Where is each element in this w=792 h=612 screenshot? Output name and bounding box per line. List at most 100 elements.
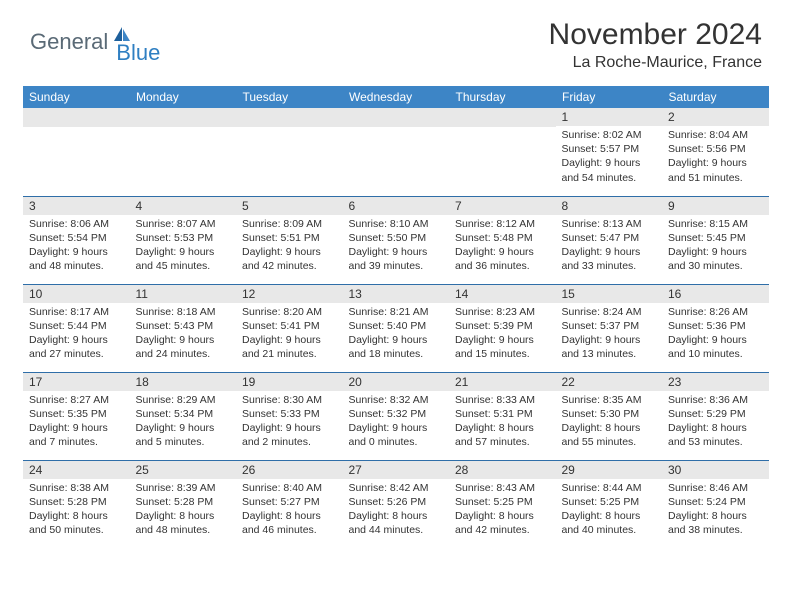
day-details: Sunrise: 8:12 AMSunset: 5:48 PMDaylight:…: [449, 215, 556, 276]
daylight-line: Daylight: 8 hours and 55 minutes.: [562, 421, 657, 449]
calendar-cell: 14Sunrise: 8:23 AMSunset: 5:39 PMDayligh…: [449, 284, 556, 372]
sunset-line: Sunset: 5:29 PM: [668, 407, 763, 421]
day-details: Sunrise: 8:29 AMSunset: 5:34 PMDaylight:…: [130, 391, 237, 452]
day-number: 9: [662, 197, 769, 215]
calendar-cell: 3Sunrise: 8:06 AMSunset: 5:54 PMDaylight…: [23, 196, 130, 284]
day-details: Sunrise: 8:07 AMSunset: 5:53 PMDaylight:…: [130, 215, 237, 276]
day-details: Sunrise: 8:30 AMSunset: 5:33 PMDaylight:…: [236, 391, 343, 452]
day-details: Sunrise: 8:20 AMSunset: 5:41 PMDaylight:…: [236, 303, 343, 364]
day-details: Sunrise: 8:46 AMSunset: 5:24 PMDaylight:…: [662, 479, 769, 540]
sunset-line: Sunset: 5:45 PM: [668, 231, 763, 245]
calendar-cell: 12Sunrise: 8:20 AMSunset: 5:41 PMDayligh…: [236, 284, 343, 372]
logo-text-right: Blue: [116, 40, 160, 66]
calendar-cell: [23, 108, 130, 196]
col-friday: Friday: [556, 86, 663, 108]
day-details: Sunrise: 8:36 AMSunset: 5:29 PMDaylight:…: [662, 391, 769, 452]
calendar-cell: 27 Sunrise: 8:42 AMSunset: 5:26 PMDayligh…: [343, 460, 450, 548]
daylight-line: Daylight: 8 hours and 53 minutes.: [668, 421, 763, 449]
calendar-cell: [449, 108, 556, 196]
empty-day-bar: [130, 108, 237, 127]
sunset-line: Sunset: 5:43 PM: [136, 319, 231, 333]
sunset-line: Sunset: 5:41 PM: [242, 319, 337, 333]
day-number: 14: [449, 285, 556, 303]
day-number: 4: [130, 197, 237, 215]
calendar-cell: 7Sunrise: 8:12 AMSunset: 5:48 PMDaylight…: [449, 196, 556, 284]
day-details: Sunrise: 8:26 AMSunset: 5:36 PMDaylight:…: [662, 303, 769, 364]
calendar-cell: 28Sunrise: 8:43 AMSunset: 5:25 PMDayligh…: [449, 460, 556, 548]
sunrise-line: Sunrise: 8:10 AM: [349, 217, 444, 231]
daylight-line: Daylight: 9 hours and 13 minutes.: [562, 333, 657, 361]
day-details: Sunrise: 8:43 AMSunset: 5:25 PMDaylight:…: [449, 479, 556, 540]
sunrise-line: Sunrise: 8:35 AM: [562, 393, 657, 407]
day-number: 12: [236, 285, 343, 303]
day-details: Sunrise: 8:24 AMSunset: 5:37 PMDaylight:…: [556, 303, 663, 364]
sunrise-line: Sunrise: 8:46 AM: [668, 481, 763, 495]
daylight-line: Daylight: 9 hours and 21 minutes.: [242, 333, 337, 361]
calendar-cell: 20Sunrise: 8:32 AMSunset: 5:32 PMDayligh…: [343, 372, 450, 460]
sunset-line: Sunset: 5:32 PM: [349, 407, 444, 421]
sunrise-line: Sunrise: 8:06 AM: [29, 217, 124, 231]
daylight-line: Daylight: 9 hours and 5 minutes.: [136, 421, 231, 449]
daylight-line: Daylight: 9 hours and 48 minutes.: [29, 245, 124, 273]
daylight-line: Daylight: 8 hours and 40 minutes.: [562, 509, 657, 537]
day-number: 27: [343, 461, 450, 479]
day-number: 3: [23, 197, 130, 215]
day-details: Sunrise: 8:02 AMSunset: 5:57 PMDaylight:…: [556, 126, 663, 187]
sunset-line: Sunset: 5:39 PM: [455, 319, 550, 333]
sunset-line: Sunset: 5:26 PM: [349, 495, 444, 509]
day-number: 7: [449, 197, 556, 215]
day-details: Sunrise: 8:06 AMSunset: 5:54 PMDaylight:…: [23, 215, 130, 276]
daylight-line: Daylight: 9 hours and 45 minutes.: [136, 245, 231, 273]
sunrise-line: Sunrise: 8:12 AM: [455, 217, 550, 231]
sunrise-line: Sunrise: 8:39 AM: [136, 481, 231, 495]
day-number: 8: [556, 197, 663, 215]
daylight-line: Daylight: 8 hours and 42 minutes.: [455, 509, 550, 537]
day-details: Sunrise: 8:10 AMSunset: 5:50 PMDaylight:…: [343, 215, 450, 276]
daylight-line: Daylight: 8 hours and 44 minutes.: [349, 509, 444, 537]
day-details: Sunrise: 8:40 AMSunset: 5:27 PMDaylight:…: [236, 479, 343, 540]
daylight-line: Daylight: 9 hours and 36 minutes.: [455, 245, 550, 273]
calendar-cell: 30Sunrise: 8:46 AMSunset: 5:24 PMDayligh…: [662, 460, 769, 548]
daylight-line: Daylight: 9 hours and 42 minutes.: [242, 245, 337, 273]
day-details: Sunrise: 8:39 AMSunset: 5:28 PMDaylight:…: [130, 479, 237, 540]
location-text: La Roche-Maurice, France: [549, 54, 762, 72]
sunset-line: Sunset: 5:44 PM: [29, 319, 124, 333]
col-tuesday: Tuesday: [236, 86, 343, 108]
day-number: 20: [343, 373, 450, 391]
sunrise-line: Sunrise: 8:40 AM: [242, 481, 337, 495]
empty-day-bar: [23, 108, 130, 127]
calendar-cell: 5Sunrise: 8:09 AMSunset: 5:51 PMDaylight…: [236, 196, 343, 284]
sunset-line: Sunset: 5:30 PM: [562, 407, 657, 421]
day-details: Sunrise: 8:33 AMSunset: 5:31 PMDaylight:…: [449, 391, 556, 452]
weekday-header-row: Sunday Monday Tuesday Wednesday Thursday…: [23, 86, 769, 108]
calendar-cell: 10Sunrise: 8:17 AMSunset: 5:44 PMDayligh…: [23, 284, 130, 372]
sunset-line: Sunset: 5:57 PM: [562, 142, 657, 156]
calendar-cell: 9Sunrise: 8:15 AMSunset: 5:45 PMDaylight…: [662, 196, 769, 284]
day-number: 11: [130, 285, 237, 303]
sunset-line: Sunset: 5:36 PM: [668, 319, 763, 333]
day-details: Sunrise: 8:18 AMSunset: 5:43 PMDaylight:…: [130, 303, 237, 364]
daylight-line: Daylight: 9 hours and 54 minutes.: [562, 156, 657, 184]
calendar-cell: 22Sunrise: 8:35 AMSunset: 5:30 PMDayligh…: [556, 372, 663, 460]
calendar-cell: 16Sunrise: 8:26 AMSunset: 5:36 PMDayligh…: [662, 284, 769, 372]
calendar-cell: 17Sunrise: 8:27 AMSunset: 5:35 PMDayligh…: [23, 372, 130, 460]
day-details: Sunrise: 8:04 AMSunset: 5:56 PMDaylight:…: [662, 126, 769, 187]
sunset-line: Sunset: 5:40 PM: [349, 319, 444, 333]
daylight-line: Daylight: 8 hours and 38 minutes.: [668, 509, 763, 537]
sunset-line: Sunset: 5:53 PM: [136, 231, 231, 245]
day-details: Sunrise: 8:15 AMSunset: 5:45 PMDaylight:…: [662, 215, 769, 276]
daylight-line: Daylight: 8 hours and 57 minutes.: [455, 421, 550, 449]
day-number: 13: [343, 285, 450, 303]
day-details: Sunrise: 8:09 AMSunset: 5:51 PMDaylight:…: [236, 215, 343, 276]
sunrise-line: Sunrise: 8:15 AM: [668, 217, 763, 231]
sunrise-line: Sunrise: 8:26 AM: [668, 305, 763, 319]
sunset-line: Sunset: 5:50 PM: [349, 231, 444, 245]
day-details: Sunrise: 8:44 AMSunset: 5:25 PMDaylight:…: [556, 479, 663, 540]
day-number: 30: [662, 461, 769, 479]
sunrise-line: Sunrise: 8:18 AM: [136, 305, 231, 319]
calendar-cell: 8Sunrise: 8:13 AMSunset: 5:47 PMDaylight…: [556, 196, 663, 284]
day-details: Sunrise: 8:23 AMSunset: 5:39 PMDaylight:…: [449, 303, 556, 364]
sunrise-line: Sunrise: 8:42 AM: [349, 481, 444, 495]
calendar-cell: 24Sunrise: 8:38 AMSunset: 5:28 PMDayligh…: [23, 460, 130, 548]
sunrise-line: Sunrise: 8:02 AM: [562, 128, 657, 142]
